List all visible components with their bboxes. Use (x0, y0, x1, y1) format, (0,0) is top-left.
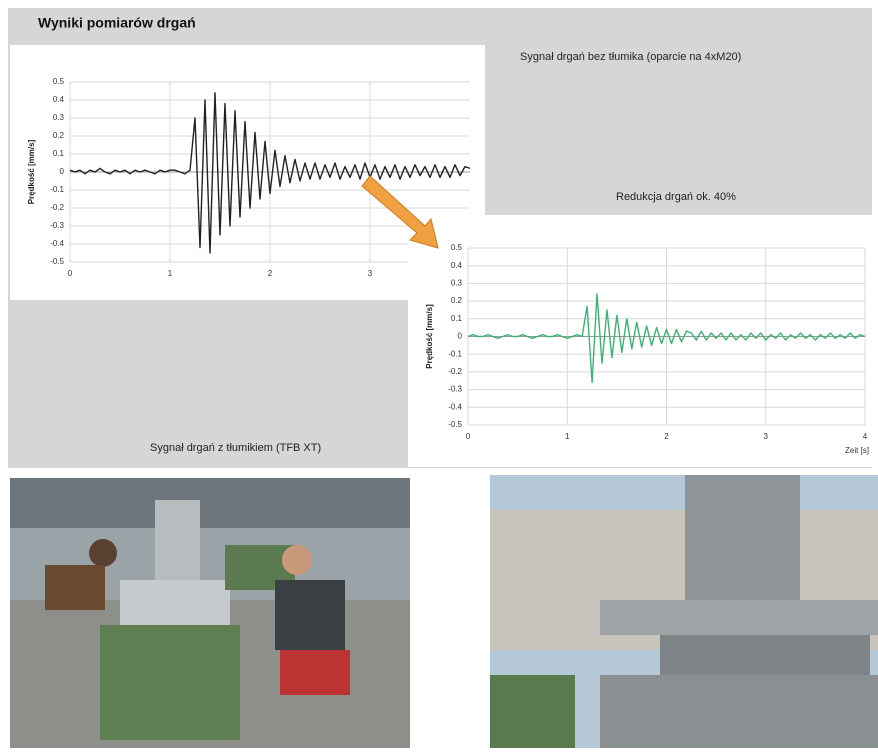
y-tick-label: 0.3 (53, 113, 65, 122)
x-tick-label: 2 (664, 432, 669, 441)
slide-title: Wyniki pomiarów drgań (38, 15, 196, 31)
caption: Sygnał drgań bez tłumika (oparcie na 4xM… (520, 51, 741, 63)
photo-right (490, 475, 878, 748)
y-tick-label: -0.1 (50, 185, 64, 194)
slide: Wyniki pomiarów drgań Sygnał drgań bez t… (0, 0, 878, 748)
y-tick-label: -0.1 (448, 349, 462, 358)
y-tick-label: -0.3 (50, 221, 64, 230)
x-tick-label: 1 (565, 432, 570, 441)
y-tick-label: -0.2 (50, 203, 64, 212)
x-tick-label: 4 (863, 432, 868, 441)
chart: -0.5 -0.4 -0.3 -0.2 -0.1 0 0.1 0.2 0.3 0.4 0.5 0 1 2 3… (408, 215, 878, 467)
y-tick-label: 0 (458, 332, 463, 341)
y-tick-label: -0.2 (448, 367, 462, 376)
y-tick-label: 0.4 (451, 261, 463, 270)
x-tick-label: 0 (68, 269, 73, 278)
y-tick-label: 0.2 (53, 131, 65, 140)
y-tick-label: -0.5 (50, 257, 64, 266)
y-tick-label: 0.1 (53, 149, 65, 158)
photo-left (10, 478, 410, 748)
y-axis-label: Prędkość [mm/s] (425, 304, 434, 369)
y-axis-label: Prędkość [mm/s] (27, 139, 36, 204)
y-tick-label: -0.4 (448, 402, 462, 411)
y-tick-label: 0.3 (451, 279, 463, 288)
y-tick-label: 0.2 (451, 296, 463, 305)
y-tick-label: -0.3 (448, 385, 462, 394)
y-tick-label: -0.5 (448, 420, 462, 429)
y-tick-label: 0.1 (451, 314, 463, 323)
y-tick-label: 0.5 (53, 77, 65, 86)
caption: Sygnał drgań z tłumikiem (TFB XT) (150, 442, 321, 454)
x-axis-label: Zeit [s] (845, 446, 869, 455)
y-tick-label: 0.5 (451, 243, 463, 252)
caption: Redukcja drgań ok. 40% (616, 191, 736, 203)
x-tick-label: 2 (268, 269, 273, 278)
x-tick-label: 0 (466, 432, 471, 441)
y-tick-label: 0.4 (53, 95, 65, 104)
x-tick-label: 3 (368, 269, 373, 278)
x-tick-label: 3 (764, 432, 769, 441)
y-tick-label: -0.4 (50, 239, 64, 248)
y-tick-label: 0 (60, 167, 65, 176)
x-tick-label: 1 (168, 269, 173, 278)
